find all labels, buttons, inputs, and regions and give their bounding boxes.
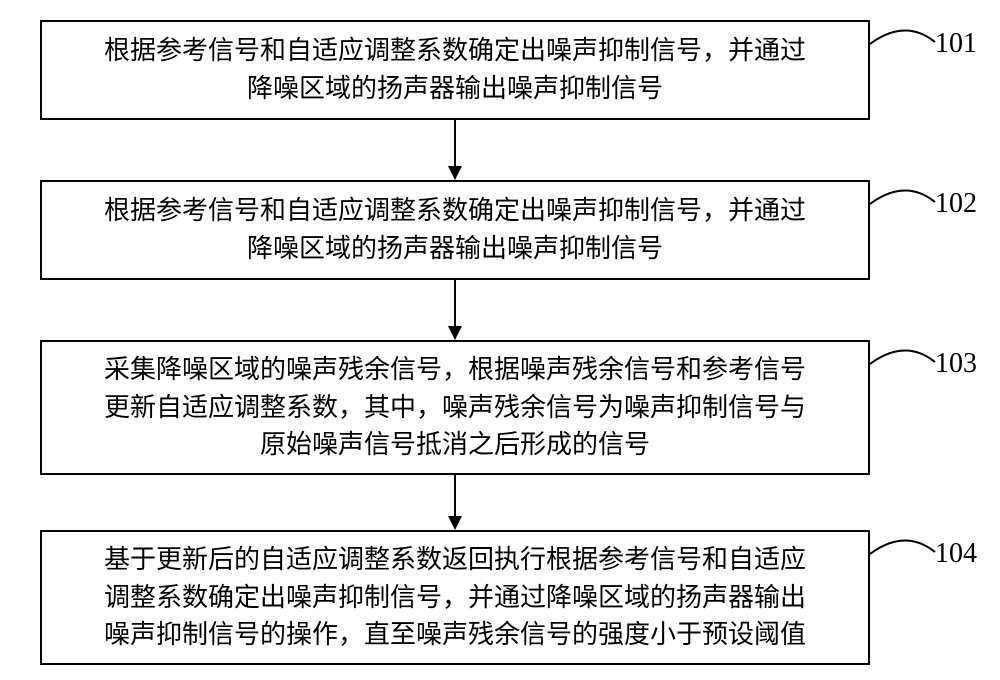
flow-step-2-text: 根据参考信号和自适应调整系数确定出噪声抑制信号，并通过 降噪区域的扬声器输出噪声… (104, 192, 806, 267)
label-curve-4 (870, 540, 935, 554)
flow-step-4-label: 104 (935, 538, 977, 570)
flow-step-2-label: 102 (935, 188, 977, 220)
edge-1-arrow (448, 166, 462, 180)
flow-step-4: 基于更新后的自适应调整系数返回执行根据参考信号和自适应 调整系数确定出噪声抑制信… (40, 530, 870, 665)
flow-step-4-text: 基于更新后的自适应调整系数返回执行根据参考信号和自适应 调整系数确定出噪声抑制信… (104, 541, 806, 654)
edge-3-arrow (448, 516, 462, 530)
flow-step-1: 根据参考信号和自适应调整系数确定出噪声抑制信号，并通过 降噪区域的扬声器输出噪声… (40, 20, 870, 120)
flow-step-1-text: 根据参考信号和自适应调整系数确定出噪声抑制信号，并通过 降噪区域的扬声器输出噪声… (104, 32, 806, 107)
flow-step-3: 采集降噪区域的噪声残余信号，根据噪声残余信号和参考信号 更新自适应调整系数，其中… (40, 340, 870, 475)
flow-step-3-text: 采集降噪区域的噪声残余信号，根据噪声残余信号和参考信号 更新自适应调整系数，其中… (104, 351, 806, 464)
edge-2-arrow (448, 326, 462, 340)
flow-step-3-label: 103 (935, 348, 977, 380)
label-curve-1 (870, 30, 935, 44)
label-curve-3 (870, 350, 935, 364)
label-curve-2 (870, 190, 935, 204)
flow-step-1-label: 101 (935, 28, 977, 60)
flow-step-2: 根据参考信号和自适应调整系数确定出噪声抑制信号，并通过 降噪区域的扬声器输出噪声… (40, 180, 870, 280)
flowchart-canvas: 根据参考信号和自适应调整系数确定出噪声抑制信号，并通过 降噪区域的扬声器输出噪声… (0, 0, 1000, 680)
